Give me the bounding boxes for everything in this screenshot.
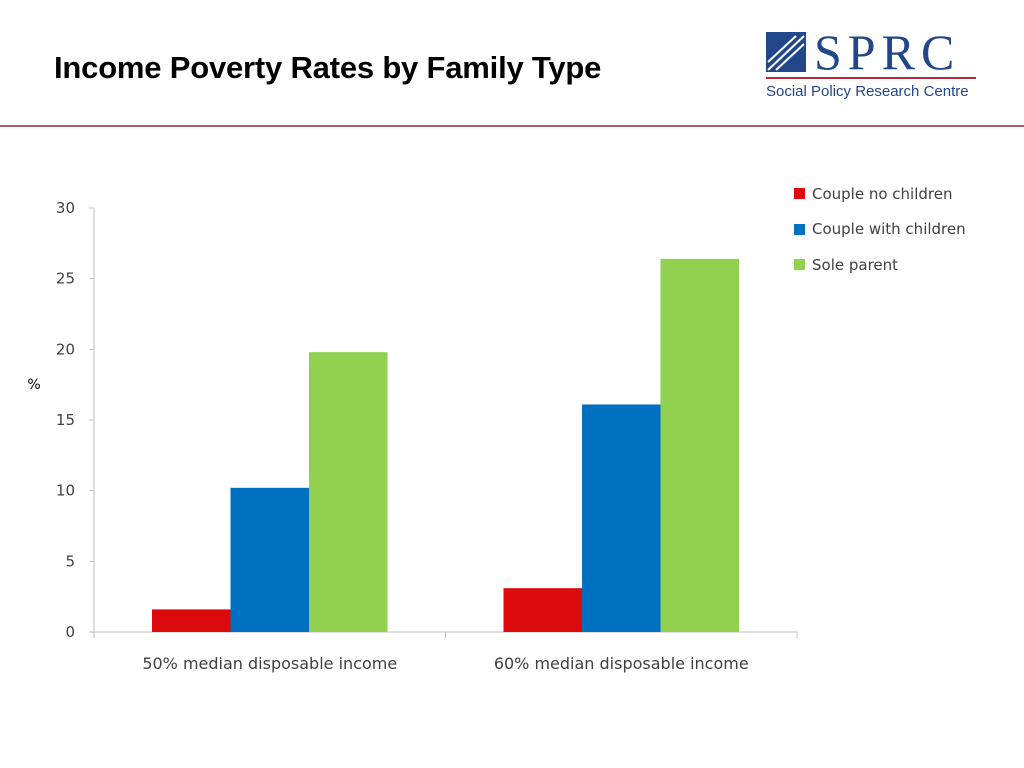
bar: [152, 609, 231, 632]
y-tick-label: 30: [56, 199, 75, 217]
legend-item: Couple with children: [794, 212, 966, 248]
bar: [582, 404, 661, 632]
y-tick-label: 0: [65, 623, 75, 641]
logo-subtitle: Social Policy Research Centre: [766, 83, 969, 100]
y-tick-label: 15: [56, 411, 75, 429]
legend-item: Couple no children: [794, 176, 966, 212]
y-tick-label: 25: [56, 270, 75, 288]
legend-swatch: [794, 259, 805, 271]
legend-item: Sole parent: [794, 247, 966, 283]
legend-label: Sole parent: [812, 255, 899, 274]
legend-swatch: [794, 223, 805, 235]
y-tick-label: 5: [65, 552, 75, 570]
x-category-label: 50% median disposable income: [142, 654, 397, 673]
y-axis-title: %: [27, 377, 40, 393]
legend-swatch: [794, 188, 805, 200]
chart-legend: Couple no children Couple with children …: [794, 176, 966, 283]
bar: [230, 487, 309, 632]
y-tick-label: 10: [56, 482, 75, 500]
bar: [503, 588, 582, 632]
sprc-logo-mark-icon: [766, 32, 806, 72]
page-title: Income Poverty Rates by Family Type: [54, 50, 602, 85]
title-divider: [0, 125, 1024, 127]
legend-label: Couple with children: [812, 220, 966, 239]
logo-divider: [766, 77, 976, 79]
y-tick-label: 20: [56, 340, 75, 358]
x-category-label: 60% median disposable income: [494, 654, 749, 673]
bar: [660, 258, 739, 632]
sprc-wordmark: SPRC: [814, 24, 961, 80]
sprc-logo: SPRC Social Policy Research Centre: [764, 24, 979, 102]
legend-label: Couple no children: [812, 184, 953, 203]
bar: [309, 352, 388, 632]
